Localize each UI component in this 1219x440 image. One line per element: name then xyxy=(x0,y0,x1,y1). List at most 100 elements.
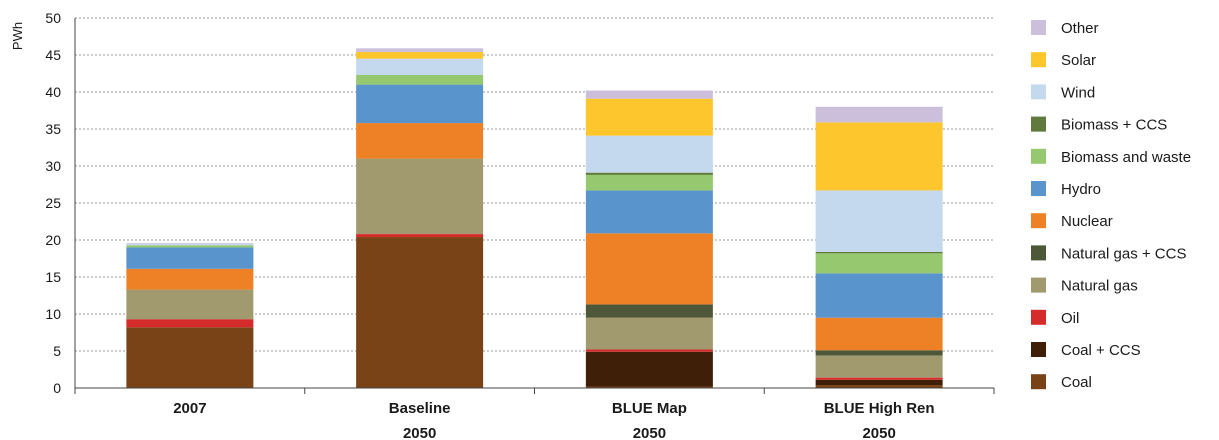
bar-segment xyxy=(815,251,943,254)
y-tick-label: 15 xyxy=(45,269,61,285)
x-category-label: Baseline xyxy=(389,400,451,417)
bar-segment xyxy=(126,245,254,248)
legend-item: Oil xyxy=(1031,309,1079,327)
y-tick-label: 45 xyxy=(45,47,61,63)
bar-segment xyxy=(126,319,254,328)
bar-segment xyxy=(356,237,484,388)
bar-segment xyxy=(815,190,943,252)
y-tick-label: 10 xyxy=(45,306,61,322)
legend-label: Biomass and waste xyxy=(1061,149,1191,166)
bars xyxy=(126,48,943,388)
legend-label: Natural gas xyxy=(1061,278,1138,295)
legend-swatch xyxy=(1031,342,1046,357)
bar-segment xyxy=(815,317,943,351)
y-tick-label: 40 xyxy=(45,84,61,100)
x-category-labels: 2007 Baseline 2050 BLUE Map 2050 BLUE High Re… xyxy=(74,388,995,440)
bar-segment xyxy=(815,122,943,191)
bar-segment xyxy=(815,253,943,274)
x-category-label-line2: 2050 xyxy=(403,425,436,440)
bar-segment xyxy=(356,74,484,85)
bar-segment xyxy=(356,84,484,124)
y-axis-title: PWh xyxy=(10,22,25,50)
bar-segment xyxy=(356,52,484,59)
y-tick-labels: 0 5 10 15 20 25 30 35 40 45 50 xyxy=(45,10,61,396)
legend-swatch xyxy=(1031,20,1046,35)
bar-segment xyxy=(815,350,943,356)
legend-label: Coal + CCS xyxy=(1061,342,1141,359)
bar-segment xyxy=(815,379,943,386)
legend-item: Natural gas + CCS xyxy=(1031,245,1186,262)
legend-label: Coal xyxy=(1061,374,1092,391)
bar-segment xyxy=(585,172,713,175)
legend-label: Biomass + CCS xyxy=(1061,117,1167,134)
legend-swatch xyxy=(1031,116,1046,132)
legend-label: Oil xyxy=(1061,310,1079,327)
legend-item: Coal + CCS xyxy=(1031,342,1141,359)
legend-swatch xyxy=(1031,374,1046,390)
legend-swatch xyxy=(1031,245,1046,261)
legend-label: Nuclear xyxy=(1061,213,1113,230)
legend-item: Biomass + CCS xyxy=(1031,116,1167,134)
bar-segment xyxy=(126,327,254,388)
legend-item: Wind xyxy=(1031,84,1095,101)
bar-segment xyxy=(585,98,713,136)
x-category-label-line2: 2050 xyxy=(633,425,666,440)
bar-segment xyxy=(356,58,484,75)
x-category-label: BLUE High Ren xyxy=(824,400,935,417)
bar-segment xyxy=(356,158,484,235)
y-tick-label: 25 xyxy=(45,195,61,211)
bar-segment xyxy=(356,234,484,238)
legend-item: Natural gas xyxy=(1031,277,1138,295)
bar-segment xyxy=(815,273,943,318)
bar-segment xyxy=(585,90,713,99)
bar-segment xyxy=(126,243,254,246)
legend: Other Solar Wind Biomass + CCS Biomass and w… xyxy=(1031,20,1191,391)
bar-segment xyxy=(815,377,943,380)
legend-swatch xyxy=(1031,277,1046,293)
legend-swatch xyxy=(1031,309,1046,325)
bar-segment xyxy=(126,289,254,320)
legend-item: Solar xyxy=(1031,52,1096,69)
y-tick-label: 30 xyxy=(45,158,61,174)
bar-segment xyxy=(815,106,943,123)
bar-segment xyxy=(585,304,713,318)
bar-segment xyxy=(585,135,713,173)
legend-swatch xyxy=(1031,148,1046,164)
x-category-label: BLUE Map xyxy=(612,400,687,417)
bar-segment xyxy=(585,386,713,388)
bar-segment xyxy=(585,174,713,191)
y-tick-label: 20 xyxy=(45,232,61,248)
legend-item: Biomass and waste xyxy=(1031,148,1191,166)
legend-swatch xyxy=(1031,84,1046,100)
bar-segment xyxy=(815,355,943,378)
legend-label: Hydro xyxy=(1061,181,1101,198)
legend-label: Natural gas + CCS xyxy=(1061,245,1186,262)
legend-label: Other xyxy=(1061,20,1099,37)
x-category-label: 2007 xyxy=(173,400,206,417)
legend-label: Solar xyxy=(1061,52,1096,69)
legend-item: Hydro xyxy=(1031,181,1101,198)
bar-segment xyxy=(126,247,254,269)
legend-swatch xyxy=(1031,213,1046,229)
bar-segment xyxy=(585,349,713,352)
legend-label: Wind xyxy=(1061,84,1095,101)
bar-segment xyxy=(356,48,484,53)
legend-swatch xyxy=(1031,52,1046,68)
bar-segment xyxy=(585,351,713,387)
bar-segment xyxy=(585,317,713,350)
y-tick-label: 5 xyxy=(53,343,61,359)
legend-swatch xyxy=(1031,181,1046,196)
bar-segment xyxy=(126,268,254,290)
legend-item: Nuclear xyxy=(1031,213,1113,230)
y-tick-label: 0 xyxy=(53,380,61,396)
bar-segment xyxy=(126,242,254,244)
bar-segment xyxy=(585,233,713,305)
y-tick-label: 35 xyxy=(45,121,61,137)
bar-segment xyxy=(585,190,713,234)
legend-item: Other xyxy=(1031,20,1099,37)
legend-item: Coal xyxy=(1031,374,1092,391)
x-category-label-line2: 2050 xyxy=(862,425,895,440)
bar-segment xyxy=(815,385,943,388)
bar-segment xyxy=(356,123,484,159)
